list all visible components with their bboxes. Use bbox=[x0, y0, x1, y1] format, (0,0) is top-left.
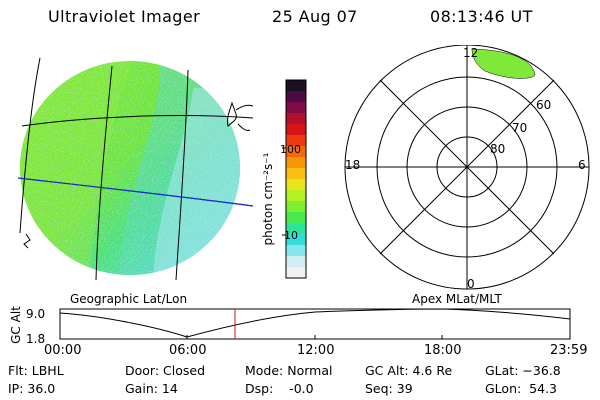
mlat-label-80: 80 bbox=[490, 142, 506, 156]
observation-time: 08:13:46 UT bbox=[430, 7, 533, 26]
colorbar-swatch bbox=[286, 267, 306, 279]
altitude-x-tick-1200: 12:00 bbox=[297, 343, 335, 358]
colorbar-swatch bbox=[286, 179, 306, 191]
colorbar-swatch bbox=[286, 201, 306, 213]
observation-date: 25 Aug 07 bbox=[272, 7, 358, 26]
colorbar-swatch bbox=[286, 91, 306, 103]
mlt-label-0: 0 bbox=[467, 277, 475, 291]
gain-value: Gain: 14 bbox=[125, 381, 178, 396]
colorbar-swatch bbox=[286, 168, 306, 180]
mlat-label-60: 60 bbox=[536, 98, 552, 112]
ip-value: IP: 36.0 bbox=[8, 381, 56, 396]
dsp-value: Dsp: -0.0 bbox=[245, 381, 314, 396]
altitude-x-tick-0000: 00:00 bbox=[44, 343, 82, 358]
sequence-value: Seq: 39 bbox=[365, 381, 413, 396]
geographic-longitude: GLon: 54.3 bbox=[485, 381, 557, 396]
colorbar-swatch bbox=[286, 245, 306, 257]
instrument-title: Ultraviolet Imager bbox=[48, 7, 201, 26]
colorbar-swatch bbox=[286, 212, 306, 224]
colorbar-tick-100: 100 bbox=[280, 143, 301, 156]
colorbar-swatch bbox=[286, 124, 306, 136]
gc-altitude-plot bbox=[59, 308, 571, 340]
gc-altitude-value: GC Alt: 4.6 Re bbox=[365, 363, 453, 378]
altitude-x-tick-0600: 06:00 bbox=[169, 343, 207, 358]
colorbar-swatch bbox=[286, 223, 306, 235]
colorbar-swatch bbox=[286, 256, 306, 268]
colorbar-swatch bbox=[286, 157, 306, 169]
colorbar-swatch bbox=[286, 80, 306, 92]
intensity-colorbar bbox=[282, 79, 307, 279]
mlt-label-18: 18 bbox=[345, 158, 361, 172]
mlat-label-70: 70 bbox=[512, 121, 528, 135]
colorbar-swatch bbox=[286, 190, 306, 202]
polar-panel-label: Apex MLat/MLT bbox=[412, 292, 502, 306]
polar-mlat-mlt-plot bbox=[344, 45, 590, 290]
altitude-x-tick-2359: 23:59 bbox=[550, 343, 588, 358]
mlt-label-12: 12 bbox=[463, 46, 479, 60]
colorbar-swatch bbox=[286, 102, 306, 114]
geographic-image bbox=[18, 57, 253, 281]
filter-value: Flt: LBHL bbox=[8, 363, 64, 378]
altitude-y-tick-low: 1.8 bbox=[26, 332, 46, 346]
colorbar-unit-label: photon cm⁻²s⁻¹ bbox=[261, 152, 275, 246]
door-status: Door: Closed bbox=[125, 363, 206, 378]
colorbar-swatch bbox=[286, 135, 306, 147]
altitude-y-label: GC Alt bbox=[9, 306, 23, 344]
mlt-label-6: 6 bbox=[578, 158, 586, 172]
colorbar-swatch bbox=[286, 146, 306, 158]
mode-value: Mode: Normal bbox=[245, 363, 333, 378]
geographic-label: Geographic Lat/Lon bbox=[70, 292, 188, 306]
colorbar-tick-10: 10 bbox=[284, 229, 298, 242]
colorbar-swatch bbox=[286, 234, 306, 246]
geographic-latitude: GLat: −36.8 bbox=[485, 363, 561, 378]
altitude-y-tick-high: 9.0 bbox=[26, 307, 46, 321]
altitude-x-tick-1800: 18:00 bbox=[424, 343, 462, 358]
colorbar-swatch bbox=[286, 113, 306, 125]
